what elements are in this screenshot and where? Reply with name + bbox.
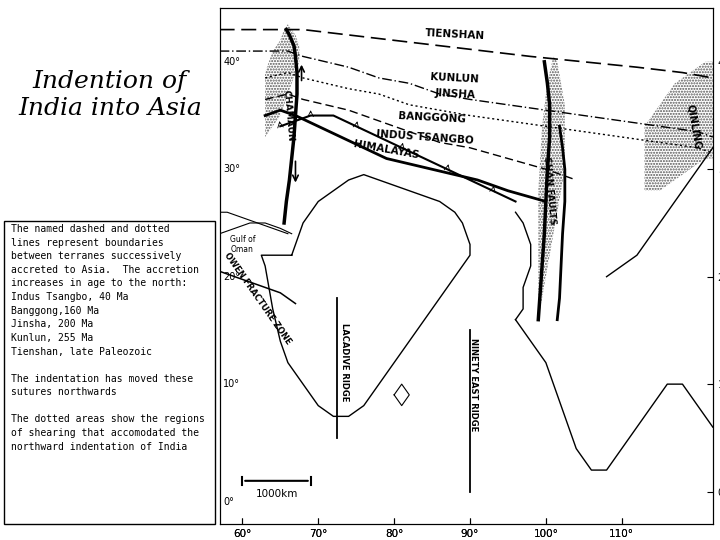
Text: HIMALAYAS: HIMALAYAS — [353, 139, 420, 160]
Text: CHAMAUN: CHAMAUN — [281, 89, 294, 142]
Text: 20°: 20° — [223, 272, 240, 282]
Text: Gulf of: Gulf of — [230, 234, 255, 244]
Text: JINSHA: JINSHA — [434, 88, 475, 100]
Polygon shape — [644, 62, 713, 191]
Text: SHAN FAULTS: SHAN FAULTS — [542, 157, 557, 225]
Text: The named dashed and dotted
lines represent boundaries
between terranes successi: The named dashed and dotted lines repres… — [11, 224, 205, 451]
Polygon shape — [265, 24, 300, 137]
FancyBboxPatch shape — [4, 221, 215, 524]
Text: BANGGONG: BANGGONG — [398, 111, 466, 124]
Text: 1000km: 1000km — [256, 489, 297, 499]
Text: QINLING: QINLING — [685, 103, 703, 150]
Text: KUNLUN: KUNLUN — [431, 72, 480, 84]
Text: Indention of
India into Asia: Indention of India into Asia — [18, 70, 202, 120]
Text: NINETY EAST RIDGE: NINETY EAST RIDGE — [469, 338, 478, 431]
Text: OWEN FRACTURE ZONE: OWEN FRACTURE ZONE — [222, 251, 293, 346]
Text: 10°: 10° — [223, 379, 240, 389]
Text: 0°: 0° — [223, 497, 234, 507]
Text: 40°: 40° — [223, 57, 240, 67]
Text: TIENSHAN: TIENSHAN — [425, 29, 485, 42]
Text: INDUS TSANGBO: INDUS TSANGBO — [375, 129, 474, 145]
Polygon shape — [539, 57, 565, 320]
Text: LACADIVE RIDGE: LACADIVE RIDGE — [341, 323, 349, 402]
Text: 30°: 30° — [223, 164, 240, 174]
Text: Oman: Oman — [231, 245, 254, 254]
